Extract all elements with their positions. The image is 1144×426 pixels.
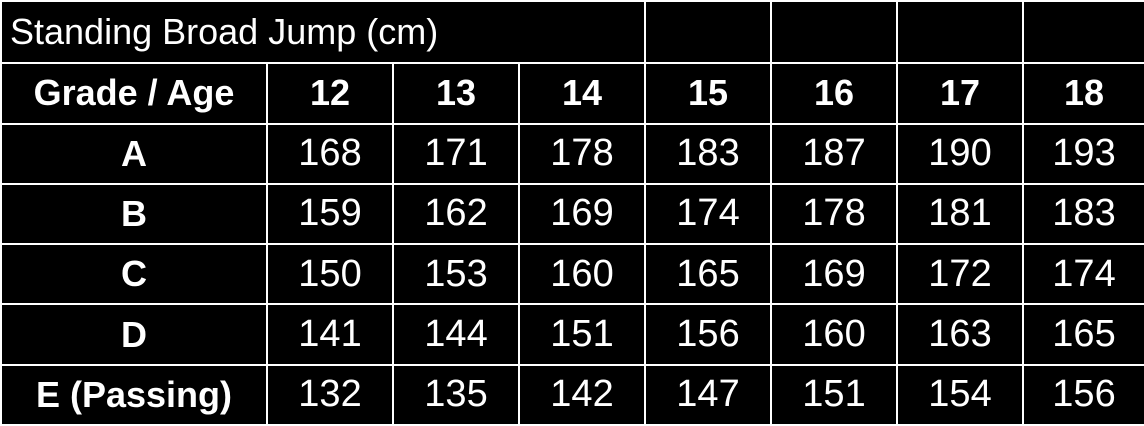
- blank-cell: [644, 0, 772, 65]
- value-cell: 153: [392, 243, 520, 306]
- table-row: B 159 162 169 174 178 181 183: [0, 182, 1144, 246]
- value-cell: 169: [518, 182, 646, 246]
- value-cell: 171: [392, 122, 520, 185]
- value-cell: 156: [644, 303, 772, 366]
- value-cell: 165: [1022, 303, 1144, 366]
- value-cell: 163: [896, 303, 1024, 366]
- header-cell-age-12: 12: [266, 62, 394, 125]
- value-cell: 142: [518, 363, 646, 426]
- value-cell: 168: [266, 122, 394, 185]
- value-cell: 151: [770, 363, 898, 426]
- grade-cell: E (Passing): [0, 363, 268, 426]
- table-row: E (Passing) 132 135 142 147 151 154 156: [0, 363, 1144, 426]
- grade-cell: B: [0, 182, 268, 246]
- value-cell: 178: [518, 122, 646, 185]
- value-cell: 172: [896, 243, 1024, 306]
- value-cell: 147: [644, 363, 772, 426]
- value-cell: 156: [1022, 363, 1144, 426]
- table-title: Standing Broad Jump (cm): [0, 0, 646, 65]
- blank-cell: [770, 0, 898, 65]
- value-cell: 160: [770, 303, 898, 366]
- header-cell-age-16: 16: [770, 62, 898, 125]
- table-row: D 141 144 151 156 160 163 165: [0, 303, 1144, 366]
- grade-cell: C: [0, 243, 268, 306]
- value-cell: 151: [518, 303, 646, 366]
- header-cell-age-14: 14: [518, 62, 646, 125]
- value-cell: 183: [1022, 182, 1144, 246]
- header-cell-age-17: 17: [896, 62, 1024, 125]
- header-cell-age-15: 15: [644, 62, 772, 125]
- value-cell: 160: [518, 243, 646, 306]
- value-cell: 174: [1022, 243, 1144, 306]
- header-cell-grade-age: Grade / Age: [0, 62, 268, 125]
- value-cell: 135: [392, 363, 520, 426]
- header-row: Grade / Age 12 13 14 15 16 17 18: [0, 62, 1144, 125]
- value-cell: 178: [770, 182, 898, 246]
- value-cell: 150: [266, 243, 394, 306]
- value-cell: 183: [644, 122, 772, 185]
- value-cell: 174: [644, 182, 772, 246]
- value-cell: 193: [1022, 122, 1144, 185]
- value-cell: 154: [896, 363, 1024, 426]
- value-cell: 165: [644, 243, 772, 306]
- value-cell: 187: [770, 122, 898, 185]
- blank-cell: [896, 0, 1024, 65]
- grade-cell: D: [0, 303, 268, 366]
- title-row: Standing Broad Jump (cm): [0, 0, 1144, 65]
- value-cell: 162: [392, 182, 520, 246]
- table-row: A 168 171 178 183 187 190 193: [0, 122, 1144, 185]
- value-cell: 190: [896, 122, 1024, 185]
- grade-cell: A: [0, 122, 268, 185]
- value-cell: 169: [770, 243, 898, 306]
- value-cell: 181: [896, 182, 1024, 246]
- value-cell: 132: [266, 363, 394, 426]
- table-row: C 150 153 160 165 169 172 174: [0, 243, 1144, 306]
- value-cell: 144: [392, 303, 520, 366]
- header-cell-age-18: 18: [1022, 62, 1144, 125]
- blank-cell: [1022, 0, 1144, 65]
- value-cell: 141: [266, 303, 394, 366]
- header-cell-age-13: 13: [392, 62, 520, 125]
- value-cell: 159: [266, 182, 394, 246]
